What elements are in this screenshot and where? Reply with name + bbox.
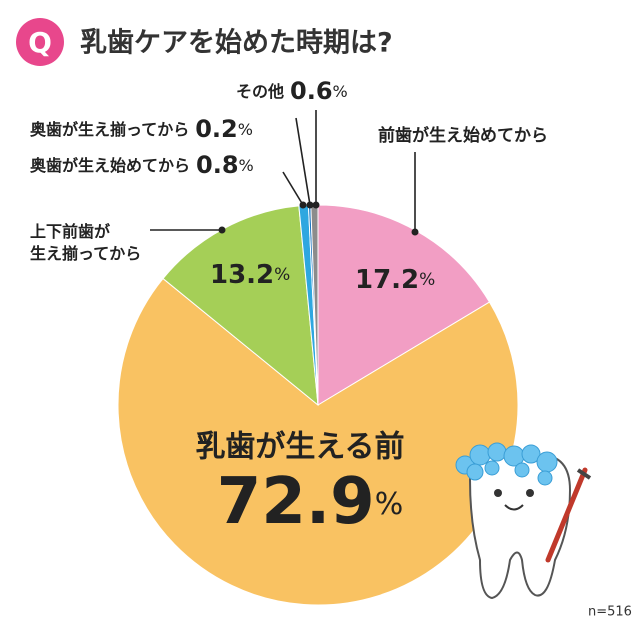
value-label: 72.9 [217, 465, 375, 539]
unit-label: % [419, 270, 435, 290]
leader-line [295, 117, 311, 206]
chart-title: 乳歯ケアを始めた時期は? [80, 27, 393, 59]
category-label: 前歯が生え始めてから [378, 125, 548, 146]
leader-dot [299, 201, 307, 209]
slice-label: 奥歯が生え始めてから 0.8% [30, 151, 254, 179]
sample-size: n=516 [588, 605, 632, 620]
category-label: 奥歯が生え揃ってから [30, 120, 189, 139]
value-label: 0.8 [196, 151, 239, 179]
leader-dot [312, 201, 320, 209]
pie-slice [117, 277, 519, 606]
unit-label: % [333, 82, 348, 101]
value-text: 13.2% [210, 260, 290, 290]
unit-label: % [238, 120, 253, 139]
category-label: 乳歯が生える前 [195, 430, 404, 465]
slice-label: その他 0.6% [236, 77, 348, 105]
unit-label: % [239, 156, 254, 175]
unit-label: % [375, 487, 404, 522]
value-text: 72.9% [217, 465, 403, 539]
value-text: 17.2% [355, 265, 435, 295]
category-label: 上下前歯が生え揃ってから [30, 222, 141, 263]
value-label: 17.2 [355, 265, 419, 295]
unit-label: % [274, 265, 290, 285]
value-label: 0.6 [290, 77, 333, 105]
slice-label: 奥歯が生え揃ってから 0.2% [30, 115, 253, 143]
value-label: 0.2 [195, 115, 238, 143]
badge: Q [28, 26, 52, 59]
tooth-illustration [455, 442, 592, 600]
leader-dot [306, 201, 314, 209]
leader-line [282, 171, 304, 206]
value-label: 13.2 [210, 260, 274, 290]
badge-circle [16, 18, 64, 66]
leader-dot [411, 228, 419, 236]
pie [117, 204, 519, 606]
category-line: 生え揃ってから [30, 244, 141, 263]
leader-dot [218, 226, 226, 234]
category-label: その他 [236, 82, 284, 101]
category-label: 奥歯が生え始めてから [30, 156, 190, 175]
category-line: 上下前歯が [30, 222, 110, 241]
